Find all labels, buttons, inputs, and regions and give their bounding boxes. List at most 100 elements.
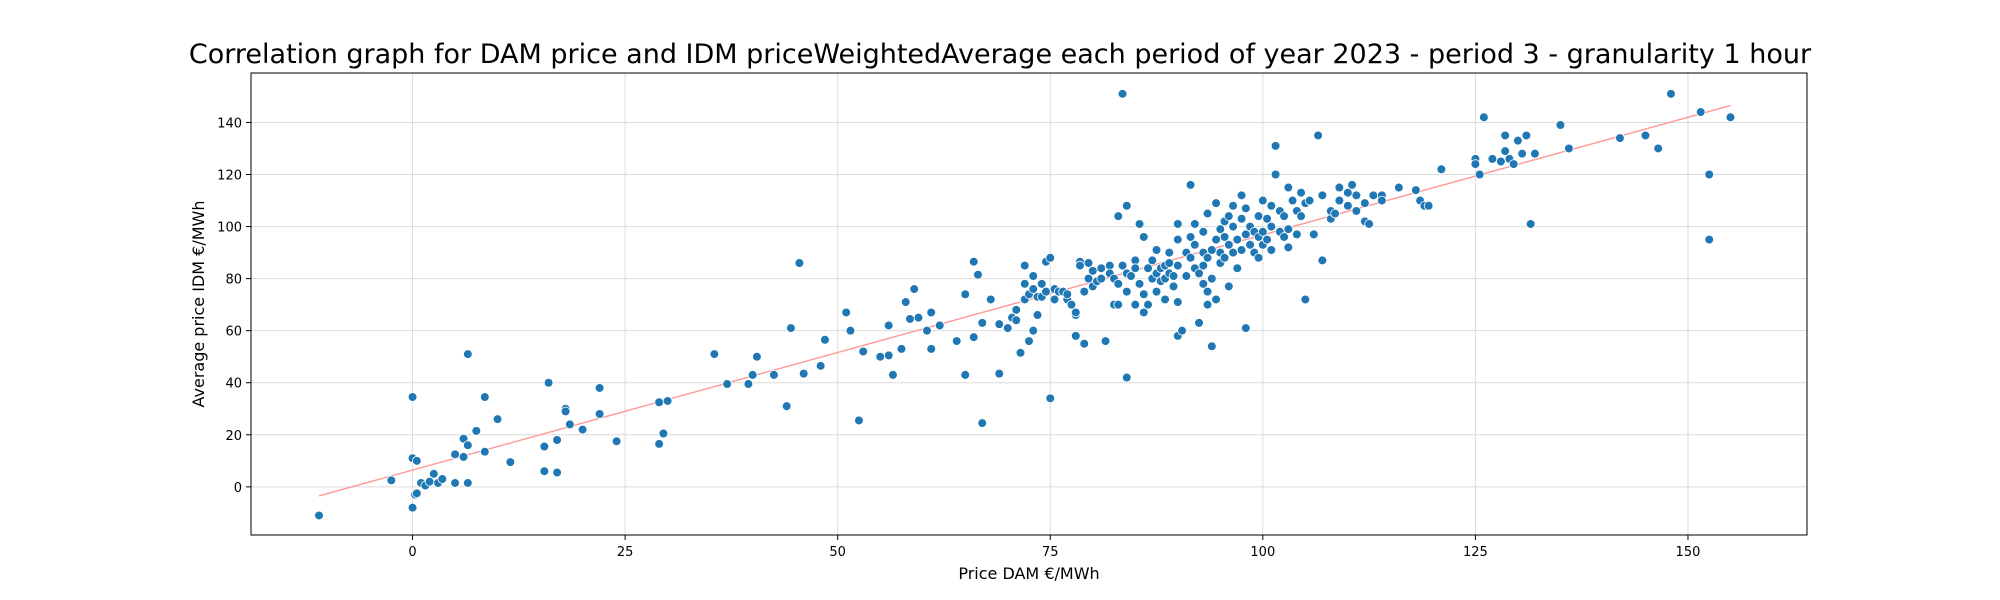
data-point (1364, 219, 1374, 229)
data-point (1083, 258, 1094, 268)
data-point (875, 351, 886, 362)
data-point (1207, 341, 1217, 352)
data-point (1228, 221, 1238, 232)
data-point (951, 336, 962, 346)
data-point (1317, 190, 1328, 201)
data-point (1368, 190, 1379, 201)
data-point (565, 419, 575, 430)
data-point (1028, 271, 1039, 281)
data-point (1062, 289, 1073, 300)
x-tick-label: 50 (829, 545, 846, 560)
data-point (1228, 247, 1238, 258)
data-point (1313, 130, 1323, 141)
data-point (1019, 279, 1030, 289)
data-point (1215, 224, 1226, 234)
data-point (1258, 226, 1268, 237)
data-point (1121, 200, 1132, 211)
data-point (1666, 89, 1676, 99)
data-point (1521, 130, 1532, 141)
data-point (429, 469, 439, 479)
data-point (1513, 135, 1523, 146)
grid-lines (251, 73, 1807, 535)
data-point (1300, 294, 1311, 305)
data-point (896, 344, 907, 354)
data-point (1525, 219, 1536, 229)
data-point (1070, 307, 1081, 318)
data-point (1296, 211, 1306, 221)
data-point (1496, 156, 1506, 167)
data-point (1036, 279, 1047, 289)
data-point (543, 377, 554, 388)
data-point (1266, 245, 1277, 255)
data-point (594, 409, 605, 419)
data-point (1211, 294, 1221, 305)
data-point (1219, 252, 1230, 263)
data-point (1309, 229, 1319, 240)
data-point (905, 314, 915, 324)
data-point (1019, 260, 1030, 271)
data-point (492, 414, 503, 424)
data-point (1168, 281, 1179, 292)
data-point (1508, 159, 1519, 169)
data-point (1474, 169, 1485, 180)
data-point (1241, 203, 1251, 214)
y-tick-label: 60 (225, 325, 242, 340)
data-point (1394, 182, 1404, 193)
y-tick-label: 20 (225, 429, 242, 444)
data-point (577, 424, 588, 435)
data-point (1500, 146, 1510, 156)
data-points (314, 89, 1736, 521)
data-point (1530, 148, 1540, 159)
x-tick-label: 150 (1676, 545, 1701, 560)
data-point (794, 258, 805, 268)
data-point (1138, 232, 1149, 242)
data-point (1470, 159, 1481, 169)
data-point (450, 478, 460, 488)
data-point (1202, 299, 1213, 310)
data-point (1653, 143, 1664, 154)
data-point (1164, 258, 1175, 268)
data-point (463, 440, 473, 451)
data-point (1113, 211, 1124, 221)
data-point (977, 418, 988, 428)
data-point (463, 349, 473, 359)
data-point (1126, 271, 1136, 281)
data-point (412, 456, 422, 466)
y-tick-label: 0 (234, 481, 242, 496)
data-point (539, 466, 550, 477)
y-tick-label: 120 (217, 169, 242, 184)
data-point (594, 383, 605, 393)
data-point (1232, 263, 1243, 274)
data-point (1121, 286, 1132, 297)
data-point (994, 319, 1005, 329)
data-point (1134, 279, 1145, 289)
data-point (654, 439, 664, 449)
data-point (845, 325, 856, 336)
data-point (1224, 281, 1234, 292)
data-point (386, 475, 397, 486)
data-point (1134, 219, 1145, 229)
data-point (1236, 245, 1247, 255)
data-point (611, 436, 622, 447)
data-point (1113, 279, 1124, 289)
data-point (1121, 372, 1132, 383)
data-point (1041, 286, 1051, 297)
data-point (722, 379, 732, 389)
data-point (752, 351, 762, 362)
data-point (960, 370, 971, 380)
data-point (1096, 273, 1107, 284)
data-point (1640, 130, 1651, 141)
data-point (1270, 169, 1281, 180)
y-tick-label: 100 (217, 221, 242, 236)
axis-ticks: 0 25 50 75 100 125 150 0 20 40 60 80 100 120 140 (217, 116, 1700, 560)
data-point (926, 344, 937, 354)
data-point (1049, 294, 1060, 305)
data-point (1436, 164, 1447, 175)
data-point (1287, 195, 1298, 206)
data-point (1147, 255, 1158, 266)
data-point (1079, 338, 1090, 349)
data-point (412, 488, 422, 499)
data-point (1500, 130, 1510, 141)
data-point (985, 294, 996, 305)
data-point (1151, 286, 1162, 297)
